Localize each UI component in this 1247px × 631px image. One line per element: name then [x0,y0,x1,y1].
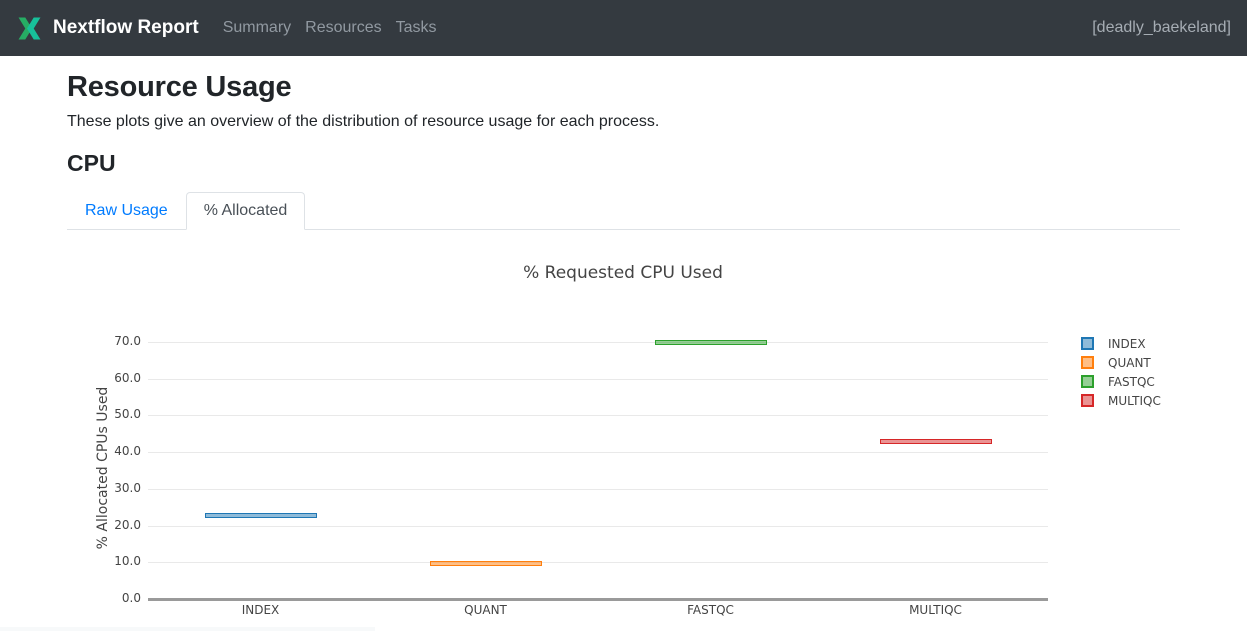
gridline [148,452,1048,454]
xaxis-tick-label: FASTQC [687,603,734,617]
xaxis-tick-label: MULTIQC [909,603,962,617]
xaxis-line [148,598,1048,601]
cpu-usage-chart: % Requested CPU Used % Allocated CPUs Us… [0,230,1247,631]
gridline [148,525,1048,527]
legend-label: MULTIQC [1108,393,1161,408]
tab-raw-usage[interactable]: Raw Usage [85,202,168,219]
nextflow-logo-icon [16,15,53,42]
run-name-badge: [deadly_baekeland] [1092,19,1231,36]
gridline [148,562,1048,564]
legend-marker-icon [1081,375,1094,388]
cpu-tabs: Raw Usage % Allocated [67,192,1180,230]
box-trace-quant[interactable] [429,561,542,567]
legend-label: QUANT [1108,355,1151,370]
yaxis-tick-label: 40.0 [114,444,141,459]
main-nav: Summary Resources Tasks [223,15,437,41]
legend-marker-icon [1081,356,1094,369]
yaxis-tick-label: 20.0 [114,517,141,532]
yaxis-tick-label: 10.0 [114,554,141,569]
box-trace-multiqc[interactable] [879,439,992,445]
yaxis-tick-label: 70.0 [114,334,141,348]
legend-marker-icon [1081,337,1094,350]
nav-item-resources[interactable]: Resources [305,19,382,36]
legend-item-multiqc[interactable]: MULTIQC [1081,391,1161,410]
chart-legend: INDEX QUANT FASTQC MULTIQC [1081,334,1161,410]
xaxis-tick-label: INDEX [241,603,280,617]
nav-item-tasks[interactable]: Tasks [395,19,437,36]
main-content: Resource Usage These plots give an overv… [0,71,1247,230]
gridline [148,342,1048,343]
legend-label: INDEX [1108,336,1146,351]
gridline [148,415,1048,417]
box-trace-index[interactable] [204,513,317,519]
page-description: These plots give an overview of the dist… [67,113,660,130]
section-title-cpu: CPU [67,150,116,176]
yaxis-tick-label: 0.0 [121,591,141,605]
nav-item-summary[interactable]: Summary [222,19,292,36]
legend-label: FASTQC [1108,374,1155,389]
yaxis-tick-label: 50.0 [114,407,141,422]
legend-item-quant[interactable]: QUANT [1081,353,1161,372]
gridline [148,378,1048,380]
next-section-peek [0,627,375,631]
brand-title: Nextflow Report [53,17,199,38]
tab-pct-allocated[interactable]: % Allocated [185,192,306,230]
top-navbar: Nextflow Report Summary Resources Tasks … [0,0,1247,56]
legend-item-fastqc[interactable]: FASTQC [1081,372,1161,391]
yaxis-tick-label: 30.0 [114,480,141,495]
page-title: Resource Usage [67,71,292,103]
chart-title: % Requested CPU Used [523,263,723,283]
box-trace-fastqc[interactable] [654,340,767,346]
gridline [148,488,1048,490]
legend-marker-icon [1081,394,1094,407]
yaxis-tick-label: 60.0 [114,370,141,385]
xaxis-tick-label: QUANT [464,603,507,617]
brand[interactable]: Nextflow Report [16,15,199,42]
legend-item-index[interactable]: INDEX [1081,334,1161,353]
